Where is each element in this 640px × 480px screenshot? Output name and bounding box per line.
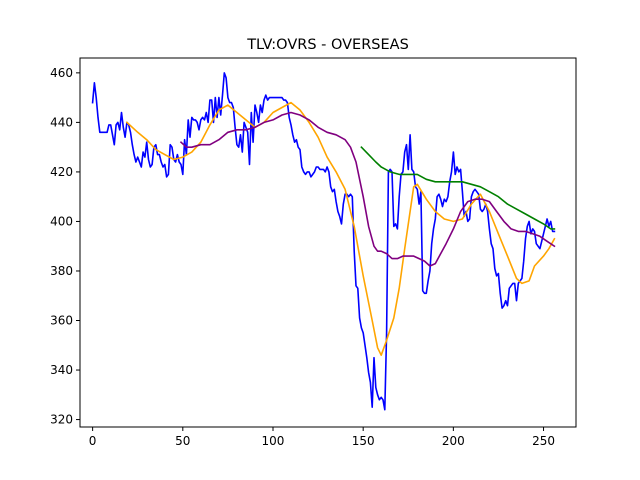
x-tick-label: 50: [175, 434, 190, 448]
x-tick-label: 100: [262, 434, 285, 448]
x-tick-label: 0: [89, 434, 97, 448]
y-tick-label: 340: [50, 363, 73, 377]
y-tick-label: 320: [50, 413, 73, 427]
y-tick-label: 440: [50, 115, 73, 129]
y-axis: 320 340 360 380 400 420 440 460: [50, 66, 80, 427]
y-tick-label: 360: [50, 314, 73, 328]
series-line-1: [127, 103, 555, 356]
y-tick-label: 380: [50, 264, 73, 278]
y-tick-label: 420: [50, 165, 73, 179]
x-tick-label: 250: [532, 434, 555, 448]
y-tick-label: 400: [50, 214, 73, 228]
series-line-2: [181, 113, 554, 267]
y-tick-label: 460: [50, 66, 73, 80]
series-line-0: [93, 73, 555, 410]
series-layer: [93, 73, 555, 410]
x-tick-label: 150: [352, 434, 375, 448]
x-tick-label: 200: [442, 434, 465, 448]
chart-title: TLV:OVRS - OVERSEAS: [246, 37, 409, 53]
x-axis: 0 50 100 150 200 250: [89, 427, 555, 448]
